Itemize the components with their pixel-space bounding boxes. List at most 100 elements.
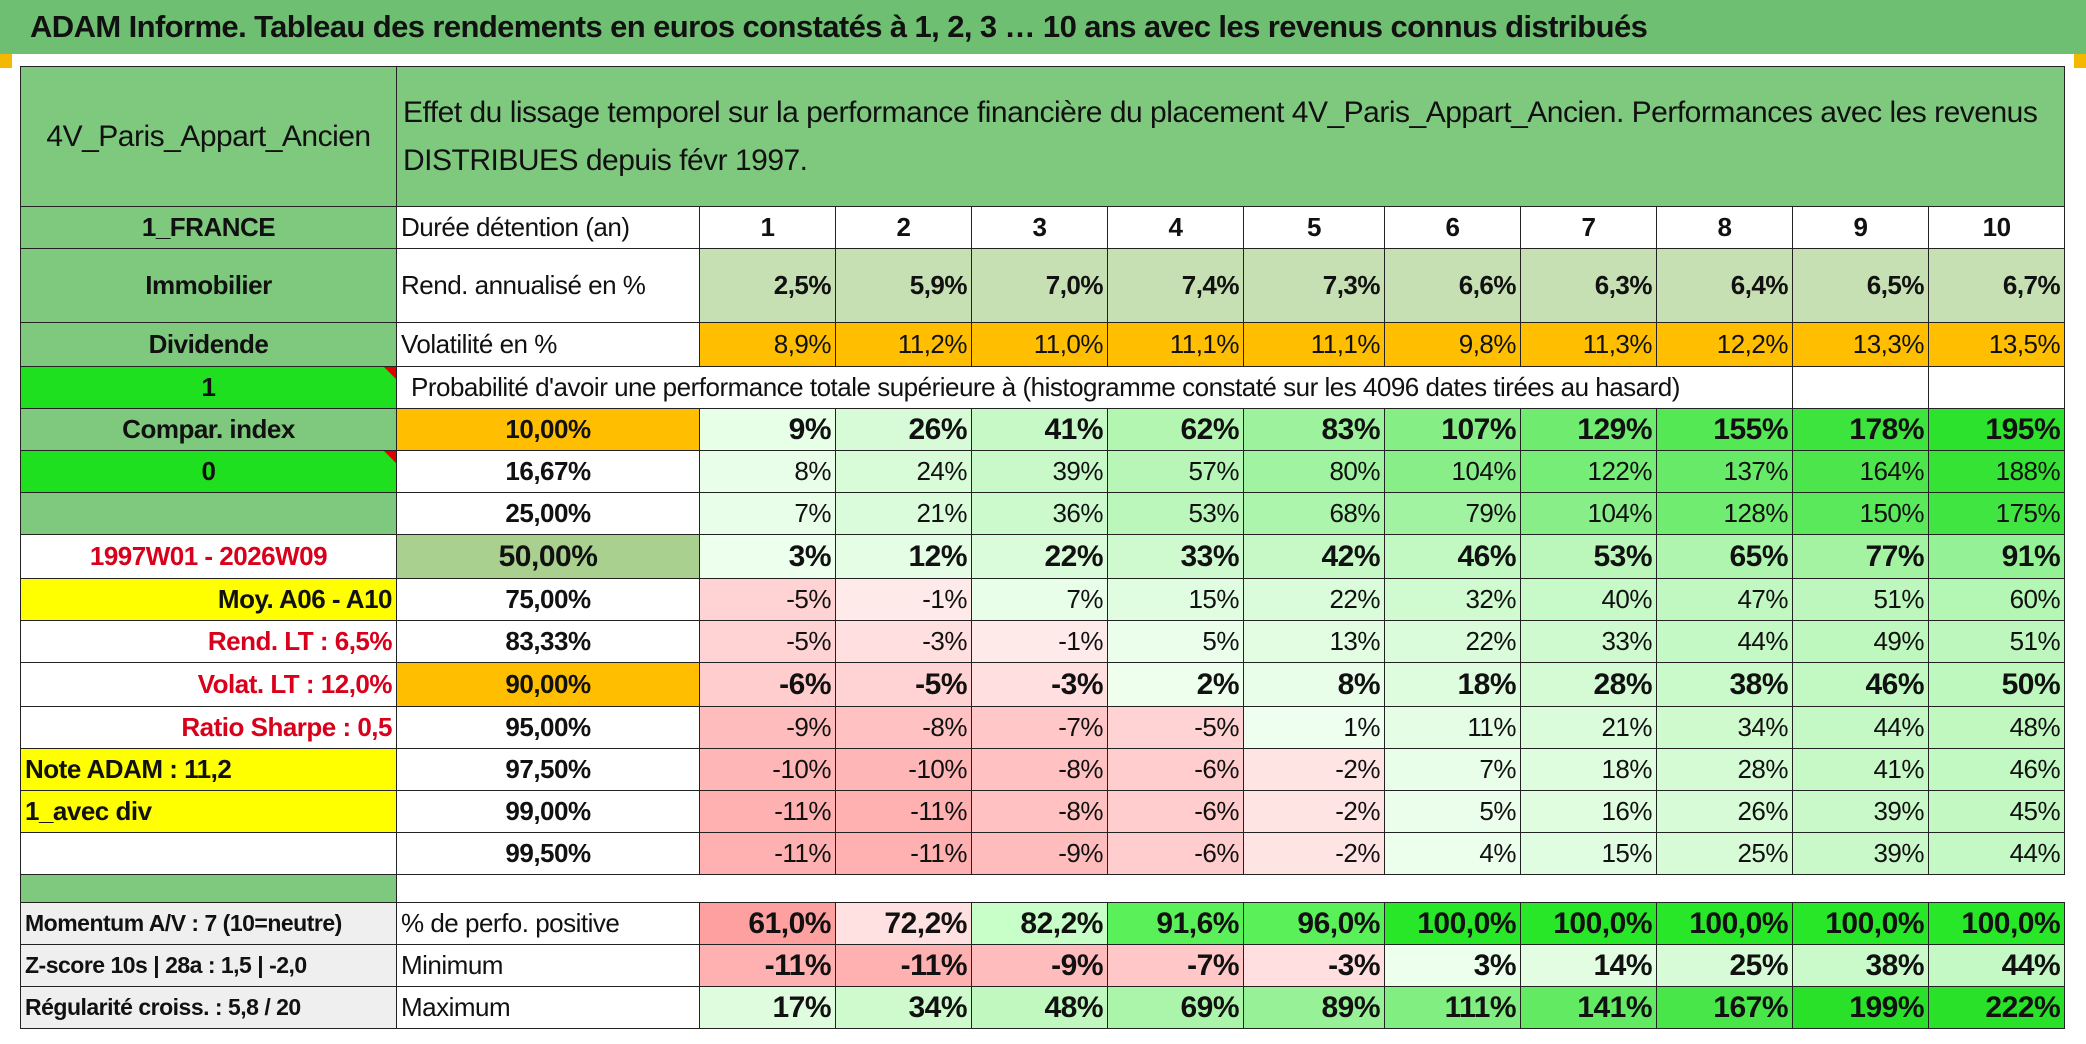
quantile-value: 91% [1927, 534, 2066, 579]
quantile-value: 7% [1384, 748, 1521, 791]
quantile-value: 40% [1520, 578, 1657, 621]
stat-value: 89% [1243, 986, 1385, 1029]
quantile-label: 75,00% [396, 578, 700, 621]
quantile-value: 44% [1927, 832, 2066, 875]
quantile-value: 38% [1656, 662, 1793, 707]
quantile-value: 28% [1520, 662, 1657, 707]
quantile-value: 41% [971, 408, 1108, 451]
quantile-value: 51% [1927, 620, 2066, 663]
quantile-label: 25,00% [396, 492, 700, 535]
quantile-label: 99,50% [396, 832, 700, 875]
quantile-value: 5% [1107, 620, 1244, 663]
quantile-value: 15% [1520, 832, 1657, 875]
quantile-value: 26% [1656, 790, 1793, 833]
quantile-value: 9% [699, 408, 836, 451]
quantile-value: 8% [699, 450, 836, 493]
income-type-cell: Dividende [20, 322, 397, 367]
quantile-value: 22% [1384, 620, 1521, 663]
asset-name-cell: 4V_Paris_Appart_Ancien [20, 66, 397, 207]
quantile-value: 178% [1792, 408, 1929, 451]
stat-value: 14% [1520, 944, 1657, 987]
duration-label: Durée détention (an) [396, 206, 700, 249]
year-header: 5 [1243, 206, 1385, 249]
quantile-value: 33% [1520, 620, 1657, 663]
year-header: 9 [1792, 206, 1929, 249]
quantile-value: 50% [1927, 662, 2066, 707]
vol-value: 8,9% [699, 322, 836, 367]
rend-value: 7,3% [1243, 248, 1385, 323]
quantile-value: 2% [1107, 662, 1244, 707]
rend-value: 6,7% [1927, 248, 2066, 323]
category-cell: Immobilier [20, 248, 397, 323]
vol-label: Volatilité en % [396, 322, 700, 367]
quantile-value: 53% [1520, 534, 1657, 579]
quantile-value: 164% [1792, 450, 1929, 493]
year-header: 4 [1107, 206, 1244, 249]
vol-value: 12,2% [1656, 322, 1793, 367]
quantile-label: 90,00% [396, 662, 700, 707]
quantile-value: 195% [1927, 408, 2066, 451]
quantile-value: 25% [1656, 832, 1793, 875]
side-empty-cell [20, 832, 397, 875]
quantile-value: 128% [1656, 492, 1793, 535]
quantile-value: 18% [1520, 748, 1657, 791]
stat-value: 61,0% [699, 902, 836, 945]
flag-1-cell[interactable]: 1 [20, 366, 397, 409]
quantile-value: -1% [835, 578, 972, 621]
quantile-value: 5% [1384, 790, 1521, 833]
quantile-value: 83% [1243, 408, 1385, 451]
quantile-value: 7% [971, 578, 1108, 621]
quantile-value: -11% [699, 832, 836, 875]
quantile-value: 45% [1927, 790, 2066, 833]
stat-value: 44% [1927, 944, 2066, 987]
stat-value: -11% [835, 944, 972, 987]
probability-caption: Probabilité d'avoir une performance tota… [396, 366, 1793, 409]
quantile-value: 24% [835, 450, 972, 493]
quantile-value: 39% [971, 450, 1108, 493]
zscore-cell: Z-score 10s | 28a : 1,5 | -2,0 [20, 944, 397, 987]
stat-value: 100,0% [1520, 902, 1657, 945]
quantile-value: 175% [1927, 492, 2066, 535]
quantile-value: 7% [699, 492, 836, 535]
stat-value: -3% [1243, 944, 1385, 987]
rend-label: Rend. annualisé en % [396, 248, 700, 323]
quantile-value: -6% [1107, 790, 1244, 833]
quantile-value: 13% [1243, 620, 1385, 663]
quantile-value: -3% [971, 662, 1108, 707]
quantile-value: 12% [835, 534, 972, 579]
flag-0-cell[interactable]: 0 [20, 450, 397, 493]
quantile-value: 79% [1384, 492, 1521, 535]
momentum-cell: Momentum A/V : 7 (10=neutre) [20, 902, 397, 945]
regularite-cell: Régularité croiss. : 5,8 / 20 [20, 986, 397, 1029]
spacer-cell [397, 875, 2065, 903]
rend-lt-cell: Rend. LT : 6,5% [20, 620, 397, 663]
stat-value: 100,0% [1792, 902, 1929, 945]
quantile-value: 39% [1792, 790, 1929, 833]
volat-lt-cell: Volat. LT : 12,0% [20, 662, 397, 707]
stat-value: 100,0% [1656, 902, 1793, 945]
quantile-value: 15% [1107, 578, 1244, 621]
quantile-value: 34% [1656, 706, 1793, 749]
stat-value: 96,0% [1243, 902, 1385, 945]
stat-value: 222% [1927, 986, 2066, 1029]
moy-cell: Moy. A06 - A10 [20, 578, 397, 621]
stat-value: 25% [1656, 944, 1793, 987]
sharpe-cell: Ratio Sharpe : 0,5 [20, 706, 397, 749]
spacer-cell [20, 874, 397, 903]
quantile-value: 57% [1107, 450, 1244, 493]
year-header: 8 [1656, 206, 1793, 249]
quantile-value: 21% [1520, 706, 1657, 749]
stat-value: 141% [1520, 986, 1657, 1029]
quantile-value: -1% [971, 620, 1108, 663]
compar-label-cell: Compar. index [20, 408, 397, 451]
quantile-value: 104% [1384, 450, 1521, 493]
quantile-value: 62% [1107, 408, 1244, 451]
quantile-label: 10,00% [396, 408, 700, 451]
quantile-value: 60% [1927, 578, 2066, 621]
year-header: 2 [835, 206, 972, 249]
quantile-value: -5% [835, 662, 972, 707]
quantile-value: 41% [1792, 748, 1929, 791]
quantile-value: -10% [835, 748, 972, 791]
quantile-value: -6% [699, 662, 836, 707]
quantile-label: 97,50% [396, 748, 700, 791]
